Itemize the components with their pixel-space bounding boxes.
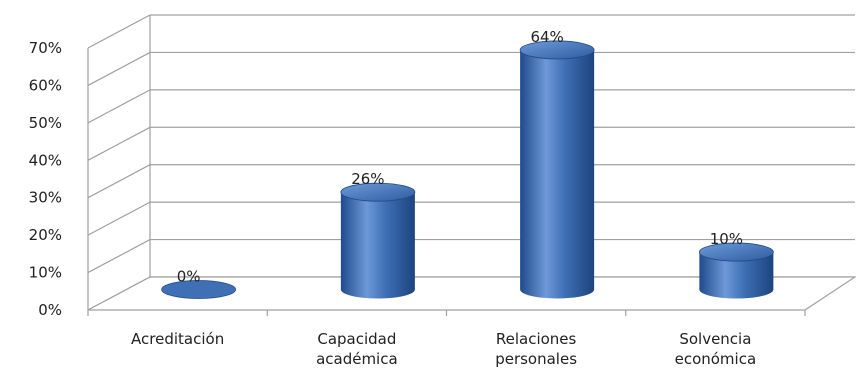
- bar: [161, 280, 237, 299]
- category-label: Relaciones: [496, 330, 577, 348]
- gridline-side: [87, 126, 151, 161]
- category-label: Capacidad: [317, 330, 396, 348]
- data-labels: 0% 26% 64% 10%: [177, 28, 743, 286]
- y-tick-label: 70%: [29, 39, 62, 57]
- bar-top: [698, 242, 774, 262]
- gridline-side: [87, 51, 151, 86]
- data-label: 64%: [530, 28, 563, 46]
- bar: [519, 40, 595, 299]
- bar-body: [699, 252, 774, 299]
- y-tick-label: 10%: [29, 264, 62, 282]
- gridline-side: [87, 89, 151, 124]
- gridline-side: [87, 239, 151, 274]
- y-tick-label: 20%: [29, 226, 62, 244]
- x-axis-categories: Acreditación Capacidad académica Relaciones…: [131, 330, 756, 368]
- category-label: personales: [495, 350, 577, 368]
- data-label: 26%: [351, 170, 384, 188]
- chart-bars: [161, 40, 774, 299]
- bar: [698, 242, 774, 299]
- category-label: académica: [316, 350, 398, 368]
- y-tick-label: 30%: [29, 189, 62, 207]
- chart-floor: [87, 276, 856, 311]
- y-axis-ticks: 0% 10% 20% 30% 40% 50% 60% 70%: [29, 39, 62, 319]
- category-label: Acreditación: [131, 330, 224, 348]
- y-tick-label: 0%: [38, 301, 62, 319]
- gridline-side: [87, 164, 151, 199]
- category-label: económica: [675, 350, 757, 368]
- chart-gridlines: [87, 14, 856, 316]
- y-tick-label: 60%: [29, 76, 62, 94]
- data-label: 10%: [710, 230, 743, 248]
- category-label: Solvencia: [679, 330, 751, 348]
- y-tick-label: 40%: [29, 151, 62, 169]
- bar-top: [161, 280, 237, 299]
- y-tick-label: 50%: [29, 114, 62, 132]
- bar-top: [519, 40, 595, 60]
- bar: [340, 182, 416, 299]
- gridline-side: [87, 201, 151, 236]
- bar-body: [520, 49, 595, 299]
- data-label: 0%: [177, 268, 201, 286]
- gridline-side: [87, 14, 151, 49]
- bar-body: [340, 192, 415, 299]
- bar-top: [340, 182, 416, 202]
